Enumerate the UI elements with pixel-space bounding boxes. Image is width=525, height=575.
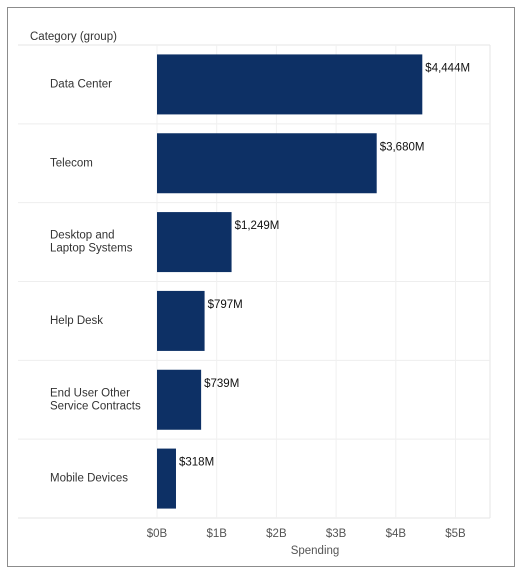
bar xyxy=(157,54,423,115)
category-label-line: Mobile Devices xyxy=(50,473,128,485)
category-label: Desktop and Laptop Systems xyxy=(50,230,133,255)
x-axis-title: Spending xyxy=(291,545,340,557)
bar-value-label: $4,444M xyxy=(425,62,470,74)
category-labels: Data Center Telecom Desktop and Laptop Syst… xyxy=(50,78,141,484)
bar xyxy=(157,212,232,273)
category-label: End User Other Service Contracts xyxy=(50,387,141,412)
category-header: Category (group) xyxy=(30,31,117,43)
category-label-line: Data Center xyxy=(50,78,112,90)
category-label-line: Telecom xyxy=(50,157,93,169)
bar-value-label: $739M xyxy=(204,378,239,390)
bar xyxy=(157,133,377,194)
x-tick-label: $4B xyxy=(386,528,407,540)
category-label-line: Laptop Systems xyxy=(50,243,133,255)
gridlines xyxy=(18,44,491,519)
bar-value-label: $797M xyxy=(208,299,243,311)
category-label-line: Desktop and xyxy=(50,230,115,242)
category-label-line: Help Desk xyxy=(50,315,103,327)
x-tick-label: $5B xyxy=(445,528,466,540)
bar-value-label: $3,680M xyxy=(380,141,425,153)
category-label-line: End User Other xyxy=(50,387,130,399)
value-labels: $4,444M $3,680M $1,249M $797M $739M $318M xyxy=(179,62,470,468)
x-tick-label: $1B xyxy=(206,528,227,540)
x-tick-label: $3B xyxy=(326,528,347,540)
bar-value-label: $318M xyxy=(179,457,214,469)
x-tick-label: $0B xyxy=(147,528,168,540)
category-label-line: Service Contracts xyxy=(50,400,141,412)
x-tick-label: $2B xyxy=(266,528,287,540)
bar xyxy=(157,369,202,430)
category-label: Telecom xyxy=(50,157,93,169)
bars xyxy=(157,54,423,509)
category-label: Mobile Devices xyxy=(50,473,128,485)
x-axis-ticks: $0B $1B $2B $3B $4B $5B xyxy=(147,528,466,540)
bar xyxy=(157,448,176,509)
category-label: Help Desk xyxy=(50,315,103,327)
category-label: Data Center xyxy=(50,78,112,90)
bar-value-label: $1,249M xyxy=(235,220,280,232)
bar xyxy=(157,290,205,351)
